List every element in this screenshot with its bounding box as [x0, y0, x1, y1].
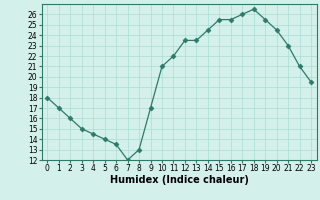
X-axis label: Humidex (Indice chaleur): Humidex (Indice chaleur) [110, 175, 249, 185]
